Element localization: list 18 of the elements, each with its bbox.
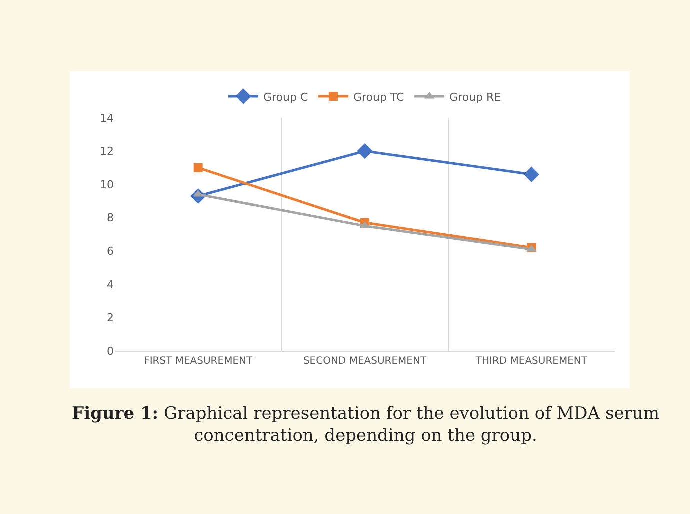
legend-label: Group C [264,90,308,104]
legend-label: Group RE [450,90,502,104]
caption: Figure 1: Graphical representation for the evolution of MDA serum concentration, depending on the group. [72,404,660,446]
y-tick-label: 2 [107,312,114,325]
y-tick-label: 14 [100,112,114,125]
point [357,143,373,160]
point [524,166,540,182]
y-tick-label: 12 [100,145,114,158]
y-tick-label: 6 [107,244,114,258]
x-tick-label: FIRST MEASUREMENT [144,356,254,367]
point [194,163,203,172]
y-tick-label: 8 [107,212,114,225]
y-tick-label: 4 [107,278,114,292]
y-tick-label: 10 [100,178,114,192]
x-tick-label: THIRD MEASUREMENT [474,356,588,367]
legend-label: Group TC [353,90,405,104]
x-tick-label: SECOND MEASUREMENT [303,356,428,367]
y-tick-label: 0 [107,344,114,358]
